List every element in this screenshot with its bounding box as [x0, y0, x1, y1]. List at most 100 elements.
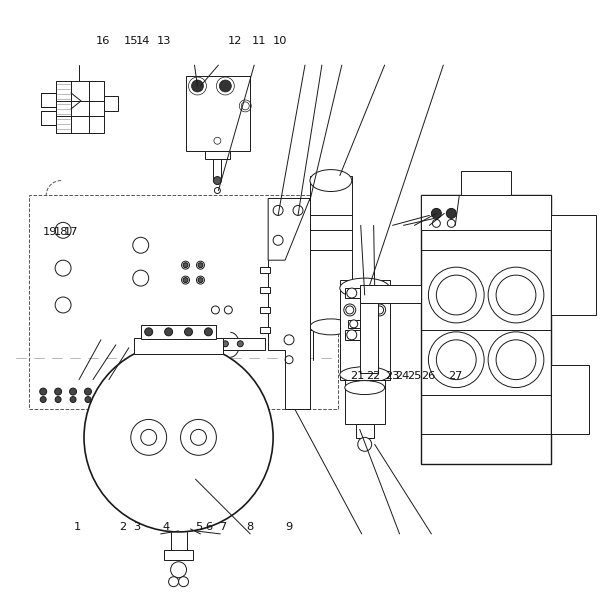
Circle shape — [224, 306, 232, 314]
Circle shape — [191, 80, 203, 92]
Bar — [551, 365, 589, 434]
Circle shape — [84, 343, 273, 532]
Bar — [360, 303, 377, 373]
Circle shape — [164, 328, 173, 336]
Text: 26: 26 — [421, 371, 436, 380]
Circle shape — [183, 263, 188, 268]
Circle shape — [85, 397, 91, 403]
Circle shape — [145, 328, 152, 336]
Circle shape — [488, 332, 544, 388]
Text: 19: 19 — [43, 227, 58, 238]
Circle shape — [220, 80, 232, 92]
Circle shape — [141, 430, 157, 445]
Bar — [310, 176, 352, 330]
Circle shape — [40, 388, 47, 395]
Bar — [155, 338, 265, 350]
Bar — [345, 380, 385, 424]
Bar — [461, 170, 511, 196]
Text: 3: 3 — [133, 522, 140, 532]
Circle shape — [431, 208, 442, 218]
Circle shape — [358, 437, 371, 451]
Bar — [41, 111, 56, 125]
Ellipse shape — [340, 367, 389, 383]
Bar — [421, 196, 551, 230]
Circle shape — [488, 267, 544, 323]
Bar — [141, 325, 217, 339]
Circle shape — [241, 102, 249, 110]
Circle shape — [70, 397, 76, 403]
Text: 14: 14 — [136, 36, 150, 46]
Circle shape — [496, 340, 536, 380]
Text: 7: 7 — [219, 522, 226, 532]
Circle shape — [376, 306, 383, 314]
Text: 13: 13 — [157, 36, 171, 46]
Text: 8: 8 — [247, 522, 254, 532]
Bar — [260, 287, 270, 293]
Text: 11: 11 — [252, 36, 266, 46]
Bar — [348, 320, 360, 328]
Circle shape — [179, 577, 188, 587]
Text: 27: 27 — [448, 371, 463, 380]
Circle shape — [211, 306, 220, 314]
Bar — [134, 338, 223, 354]
Circle shape — [347, 288, 357, 298]
Bar — [260, 327, 270, 333]
Circle shape — [185, 328, 193, 336]
Circle shape — [237, 341, 243, 347]
Text: 10: 10 — [273, 36, 287, 46]
Circle shape — [163, 341, 169, 347]
Bar — [185, 76, 250, 151]
Bar — [56, 81, 104, 133]
Ellipse shape — [340, 278, 389, 298]
Polygon shape — [268, 200, 310, 409]
Bar — [340, 280, 389, 380]
Bar — [360, 285, 421, 303]
Circle shape — [346, 306, 354, 314]
Circle shape — [214, 188, 220, 193]
Text: 4: 4 — [162, 522, 169, 532]
Bar — [260, 307, 270, 313]
Circle shape — [208, 341, 214, 347]
Circle shape — [496, 275, 536, 315]
Circle shape — [198, 278, 203, 283]
Text: 22: 22 — [367, 371, 381, 380]
Text: 16: 16 — [96, 36, 110, 46]
Circle shape — [205, 328, 212, 336]
Circle shape — [214, 137, 221, 144]
Text: 25: 25 — [407, 371, 422, 380]
Text: 18: 18 — [54, 227, 68, 238]
Bar — [551, 215, 596, 315]
Circle shape — [55, 397, 61, 403]
Circle shape — [40, 397, 46, 403]
Ellipse shape — [310, 319, 352, 335]
Circle shape — [448, 220, 455, 227]
Bar — [164, 550, 193, 560]
Polygon shape — [268, 199, 310, 260]
Circle shape — [169, 577, 179, 587]
Text: 6: 6 — [205, 522, 212, 532]
Circle shape — [85, 388, 91, 395]
Circle shape — [55, 388, 62, 395]
Circle shape — [223, 341, 229, 347]
Circle shape — [428, 267, 484, 323]
Text: 21: 21 — [350, 371, 365, 380]
Text: 15: 15 — [124, 36, 138, 46]
Text: 1: 1 — [73, 522, 80, 532]
Text: 23: 23 — [385, 371, 400, 380]
Text: 5: 5 — [195, 522, 202, 532]
Bar — [356, 424, 374, 439]
Circle shape — [350, 320, 358, 328]
Circle shape — [182, 276, 190, 284]
Text: 12: 12 — [228, 36, 242, 46]
Bar — [260, 267, 270, 273]
Circle shape — [198, 263, 203, 268]
Text: 2: 2 — [119, 522, 127, 532]
Circle shape — [170, 562, 187, 578]
Text: 17: 17 — [64, 227, 79, 238]
Bar — [345, 288, 360, 298]
Circle shape — [191, 430, 206, 445]
Ellipse shape — [310, 170, 352, 191]
Circle shape — [178, 341, 184, 347]
Circle shape — [433, 220, 440, 227]
Circle shape — [70, 388, 77, 395]
